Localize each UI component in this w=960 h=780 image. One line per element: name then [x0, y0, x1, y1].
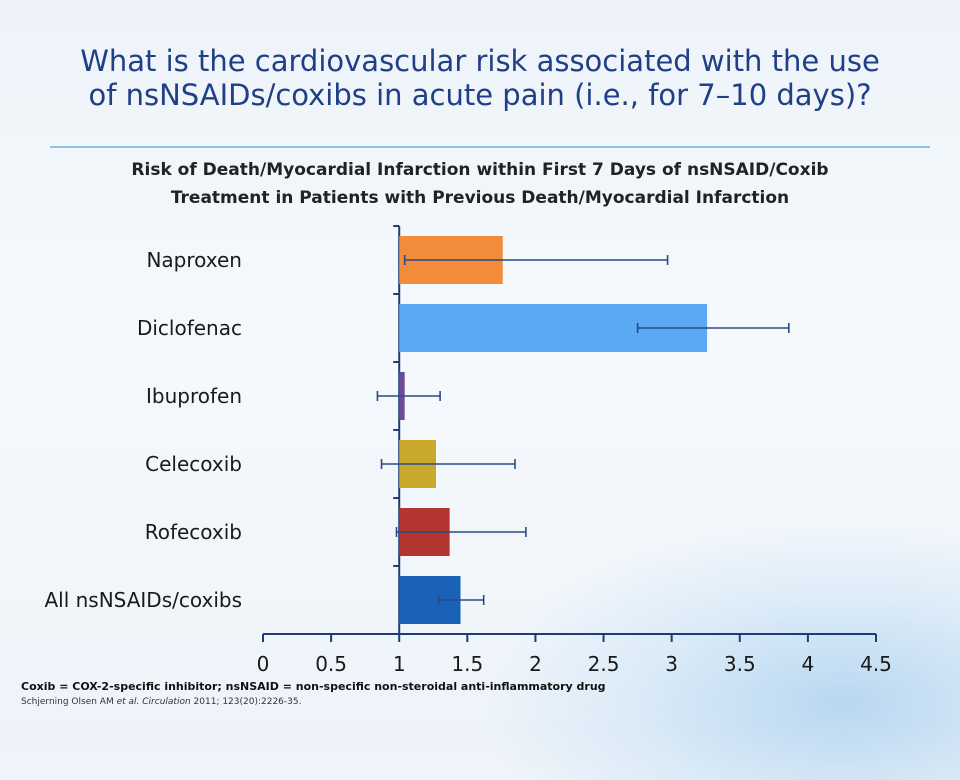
title-line-2: of nsNSAIDs/coxibs in acute pain (i.e., … [88, 78, 872, 112]
category-label: Diclofenac [137, 316, 242, 340]
title-divider [50, 146, 930, 148]
citation-suffix: 2011; 123(20):2226-35. [190, 697, 302, 707]
x-tick-label: 0 [257, 652, 270, 676]
x-tick-label: 1.5 [451, 652, 483, 676]
x-tick-label: 0.5 [315, 652, 347, 676]
category-label: All nsNSAIDs/coxibs [44, 588, 242, 612]
x-tick-label: 1 [393, 652, 406, 676]
x-tick-label: 4.5 [860, 652, 892, 676]
citation: Schjerning Olsen AM et al. Circulation 2… [21, 697, 921, 707]
category-label: Celecoxib [145, 452, 242, 476]
slide-title: What is the cardiovascular risk associat… [40, 44, 920, 112]
citation-prefix: Schjerning Olsen AM [21, 697, 117, 707]
chart-title-line-2: Treatment in Patients with Previous Deat… [170, 188, 790, 208]
footnote: Coxib = COX-2-specific inhibitor; nsNSAI… [21, 680, 606, 693]
category-label: Rofecoxib [145, 520, 242, 544]
x-tick-label: 2.5 [588, 652, 620, 676]
x-tick-label: 4 [802, 652, 815, 676]
title-line-1: What is the cardiovascular risk associat… [80, 44, 880, 78]
chart-title: Risk of Death/Myocardial Infarction with… [40, 156, 920, 212]
chart-title-line-1: Risk of Death/Myocardial Infarction with… [131, 160, 829, 180]
x-tick-label: 2 [529, 652, 542, 676]
bar-chart: 0 0.5 1 1.5 2 2.5 3 3.5 4 4.5 Naproxen Diclofenac Ib… [44, 225, 892, 676]
category-label: Ibuprofen [146, 384, 242, 408]
category-label: Naproxen [146, 248, 242, 272]
x-tick-label: 3.5 [724, 652, 756, 676]
x-tick-label: 3 [665, 652, 678, 676]
citation-italic: et al. Circulation [116, 697, 191, 707]
